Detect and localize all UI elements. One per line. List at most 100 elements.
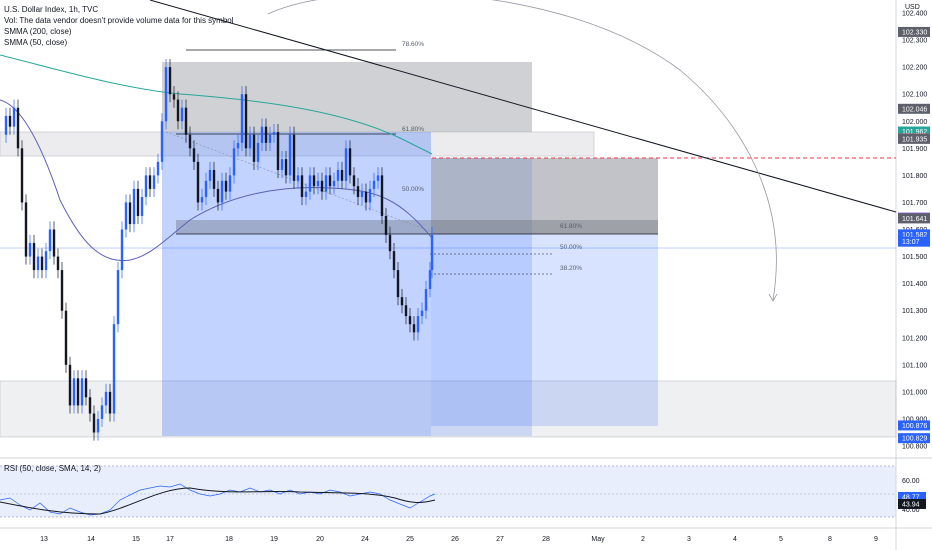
candle-body xyxy=(384,215,388,235)
candle-body xyxy=(412,324,416,333)
short-dark-band xyxy=(176,220,658,234)
candle-body xyxy=(280,159,284,170)
support-zone[interactable] xyxy=(0,380,897,438)
candle-body xyxy=(368,188,372,203)
price-badges: 102.330102.046101.962101.936101.935101.6… xyxy=(898,26,930,444)
candle-body xyxy=(264,126,268,143)
candle-body xyxy=(248,134,252,149)
price-tick-label: 102.100 xyxy=(902,92,927,99)
price-tick-label: 101.500 xyxy=(902,254,927,261)
price-badge-label: 101.582 xyxy=(902,232,927,239)
candle-body xyxy=(192,148,196,162)
rsi-tick-label: 60.00 xyxy=(902,478,920,485)
candle-body xyxy=(332,180,336,187)
price-badge xyxy=(898,420,930,431)
time-tick-label: 5 xyxy=(779,536,783,543)
short-stop-zone[interactable] xyxy=(431,158,658,234)
candle-body xyxy=(220,180,224,203)
time-tick-label: 15 xyxy=(132,536,140,543)
price-badge xyxy=(898,26,930,37)
candle-body xyxy=(208,169,212,181)
candle-body xyxy=(140,197,144,216)
candle-body xyxy=(352,175,356,187)
candle-body xyxy=(228,175,232,192)
price-tick-label: 102.400 xyxy=(902,11,927,18)
candle-body xyxy=(156,161,160,176)
candle-body xyxy=(204,180,208,198)
price-badge-label: 102.046 xyxy=(902,106,927,113)
candle-body xyxy=(52,229,56,257)
candle-body xyxy=(288,134,292,176)
price-tick-label: 101.900 xyxy=(902,146,927,153)
projection-arc[interactable] xyxy=(267,0,777,301)
candle-body xyxy=(56,256,60,271)
price-tick-label: 101.300 xyxy=(902,308,927,315)
smma50-legend[interactable]: SMMA (50, close) xyxy=(4,38,68,47)
symbol-title[interactable]: U.S. Dollar Index, 1h, TVC xyxy=(4,5,99,14)
short-target-zone[interactable] xyxy=(431,234,658,426)
price-badge-label: 100.829 xyxy=(902,436,927,443)
price-badge xyxy=(898,229,930,240)
candle-body xyxy=(124,202,128,230)
candle-body xyxy=(416,316,420,333)
candle-body xyxy=(404,305,408,317)
fib-618-top-label: 61.80% xyxy=(402,126,424,133)
price-badge xyxy=(898,103,930,114)
candle-body xyxy=(372,180,376,189)
candle-body xyxy=(48,229,52,252)
fib-gray-box[interactable] xyxy=(162,62,532,132)
candle-body xyxy=(148,175,152,189)
candle-body xyxy=(8,115,12,127)
candle-body xyxy=(236,142,240,149)
time-tick-label: 27 xyxy=(496,536,504,543)
candle-body xyxy=(428,270,432,290)
time-tick-label: 8 xyxy=(828,536,832,543)
candle-body xyxy=(12,107,16,127)
candle-body xyxy=(324,175,328,192)
candle-body xyxy=(176,99,180,122)
price-tick-label: 102.000 xyxy=(902,119,927,126)
candle-body xyxy=(128,202,132,225)
candle-body xyxy=(64,310,68,365)
smma200-legend[interactable]: SMMA (200, close) xyxy=(4,27,72,36)
downtrend-line[interactable] xyxy=(149,0,897,213)
candle-body xyxy=(312,175,316,187)
time-tick-label: 25 xyxy=(406,536,414,543)
candle-body xyxy=(232,148,236,176)
blue-box-main[interactable] xyxy=(162,132,431,436)
candle-body xyxy=(348,148,352,176)
fib-618-right-label: 61.80% xyxy=(560,223,582,230)
candle-body xyxy=(344,148,348,181)
candle-body xyxy=(168,67,172,95)
price-tick-label: 100.900 xyxy=(902,416,927,423)
candle-body xyxy=(212,169,216,189)
rsi-legend[interactable]: RSI (50, close, SMA, 14, 2) xyxy=(4,464,101,473)
candle-body xyxy=(300,175,304,198)
price-tick-label: 101.800 xyxy=(902,173,927,180)
candle-body xyxy=(420,310,424,317)
projection-arrow-icon xyxy=(768,293,778,302)
candle-body xyxy=(164,67,168,122)
fib-382-right-label: 38.20% xyxy=(560,265,582,272)
volume-note: Vol: The data vendor doesn't provide vol… xyxy=(4,16,234,25)
time-axis[interactable]: 13 14 15 17 18 19 20 24 25 26 27 28 May 2 3 4 5 8 9 xyxy=(40,536,878,543)
candle-body xyxy=(76,378,80,406)
candle-body xyxy=(28,243,32,257)
candle-body xyxy=(356,186,360,198)
candle-body xyxy=(268,134,272,143)
time-tick-label: 28 xyxy=(542,536,550,543)
candle-body xyxy=(40,256,44,271)
time-tick-label: 17 xyxy=(166,536,174,543)
blue-box-right[interactable] xyxy=(431,158,532,436)
time-tick-label: May xyxy=(591,536,605,543)
rsi-tick-label: 40.00 xyxy=(902,507,920,514)
smma50-line xyxy=(0,99,433,262)
price-tick-label: 101.000 xyxy=(902,389,927,396)
price-badge-label: 101.641 xyxy=(902,216,927,223)
candle-body xyxy=(430,234,434,271)
candle-body xyxy=(284,159,288,176)
time-tick-label: 4 xyxy=(733,536,737,543)
resistance-zone[interactable] xyxy=(0,131,595,157)
